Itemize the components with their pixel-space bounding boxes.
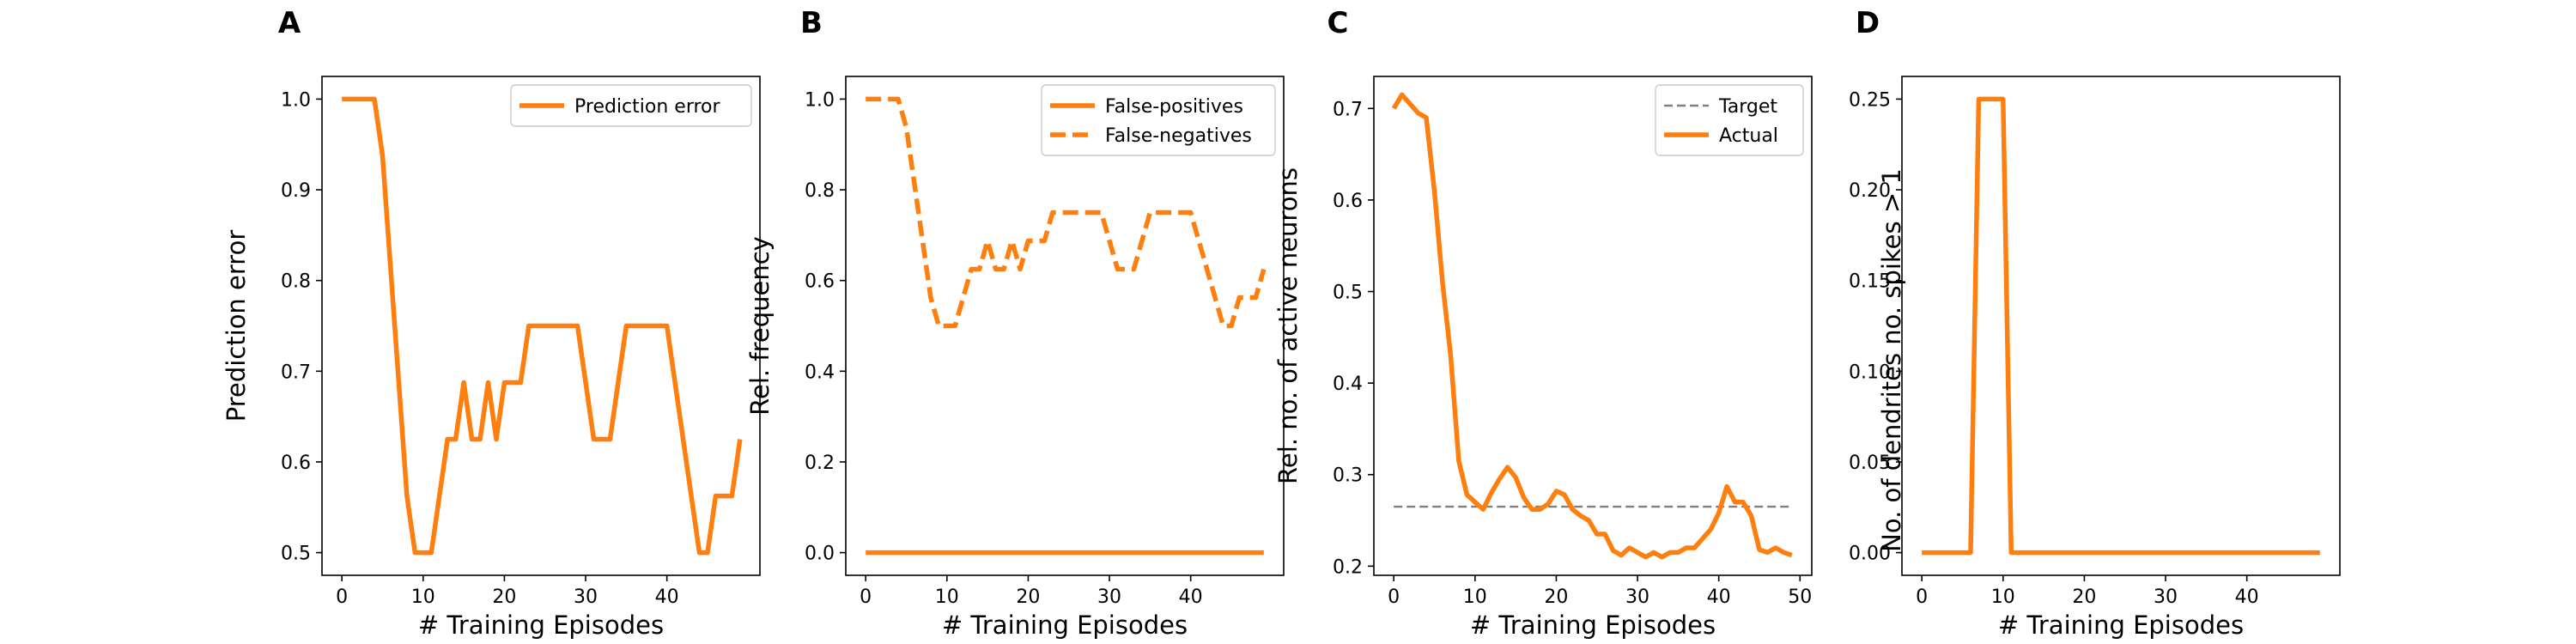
y-tick-label: 0.8 <box>805 180 835 202</box>
x-tick-label: 20 <box>492 586 516 608</box>
series-line-prediction-error <box>342 96 743 556</box>
legend-box <box>1041 84 1276 156</box>
y-tick-label: 0.0 <box>805 544 835 565</box>
x-tick-label: 0 <box>336 586 348 608</box>
legend-box <box>510 84 752 127</box>
panel-letter: B <box>800 6 823 40</box>
y-tick-label: 0.6 <box>281 453 311 474</box>
y-tick-label: 0.15 <box>1849 271 1891 293</box>
panel-a: A 0 10 20 30 40 0.5 0.6 0.7 0.8 0.9 1.0 # Training E… <box>222 6 761 640</box>
x-tick-label: 40 <box>1707 586 1731 608</box>
y-tick-label: 0.25 <box>1849 89 1891 111</box>
y-axis-label: Rel. frequency <box>745 236 775 416</box>
y-tick-label: 0.9 <box>281 180 311 202</box>
x-tick-label: 10 <box>1991 586 2015 608</box>
legend-entry-label: False-positives <box>1105 96 1243 118</box>
panel-letter: C <box>1327 6 1349 40</box>
x-tick-label: 20 <box>2072 586 2096 608</box>
x-tick-label: 30 <box>1097 586 1121 608</box>
x-tick-label: 0 <box>860 586 872 608</box>
y-tick-label: 0.4 <box>1333 374 1363 395</box>
y-tick-label: 0.6 <box>1333 191 1363 212</box>
legend: Prediction error <box>510 84 752 127</box>
legend-box <box>1655 84 1804 156</box>
y-axis-label: No. of dendrites no. spikes > 1 <box>1877 168 1906 552</box>
legend-entry-label: False-negatives <box>1105 125 1252 147</box>
y-tick-label: 0.3 <box>1333 465 1363 487</box>
x-tick-label: 10 <box>1463 586 1487 608</box>
panel-letter: A <box>278 6 301 40</box>
legend: False-positives False-negatives <box>1041 84 1276 156</box>
y-tick-label: 0.7 <box>1333 99 1363 120</box>
y-tick-label: 0.4 <box>805 361 835 383</box>
x-tick-label: 50 <box>1788 586 1812 608</box>
y-tick-label: 0.05 <box>1849 453 1891 474</box>
series-line-series-0 <box>1922 96 2320 556</box>
y-tick-label: 1.0 <box>805 89 835 111</box>
x-tick-label: 30 <box>2154 586 2178 608</box>
y-axis-label: Rel. no. of active neurons <box>1273 167 1303 484</box>
axes-frame <box>1373 76 1813 576</box>
y-tick-label: 0.8 <box>281 271 311 293</box>
y-tick-label: 0.5 <box>281 544 311 565</box>
legend-entry-label: Target <box>1718 96 1777 118</box>
y-tick-label: 1.0 <box>281 89 311 111</box>
y-tick-label: 0.2 <box>805 453 835 474</box>
x-tick-label: 20 <box>1016 586 1040 608</box>
y-tick-label: 0.10 <box>1849 361 1891 383</box>
y-tick-label: 0.6 <box>805 271 835 293</box>
x-tick-label: 30 <box>1625 586 1649 608</box>
panel-letter: D <box>1856 6 1880 40</box>
x-tick-label: 0 <box>1916 586 1928 608</box>
panel-b: B 0 10 20 30 40 0.0 0.2 0.4 0.6 0.8 1.0 # Training E… <box>745 6 1285 640</box>
x-tick-label: 20 <box>1544 586 1568 608</box>
panel-c: C 0 10 20 30 40 50 0.2 0.3 0.4 0.5 0.6 0.7 # Training… <box>1273 6 1813 640</box>
x-axis-label: # Training Episodes <box>1470 611 1716 640</box>
x-axis-label: # Training Episodes <box>1998 611 2244 640</box>
legend: Target Actual <box>1655 84 1804 156</box>
series-line-actual <box>1391 92 1793 560</box>
y-axis-label: Prediction error <box>222 230 251 422</box>
y-tick-label: 0.2 <box>1333 556 1363 578</box>
x-tick-label: 40 <box>2235 586 2259 608</box>
panel-d: D 0 10 20 30 40 0.00 0.05 0.10 0.15 0.20 0.25 # Trai… <box>1849 6 2341 640</box>
axes-frame <box>1901 76 2341 576</box>
legend-entry-label: Prediction error <box>574 96 720 118</box>
axes-frame <box>845 76 1285 576</box>
x-tick-label: 40 <box>655 586 679 608</box>
y-tick-label: 0.7 <box>281 361 311 383</box>
x-axis-label: # Training Episodes <box>942 611 1188 640</box>
x-tick-label: 10 <box>935 586 959 608</box>
y-tick-label: 0.20 <box>1849 180 1891 202</box>
series-line-false-negatives <box>866 96 1267 329</box>
axes-frame <box>321 76 761 576</box>
y-tick-label: 0.00 <box>1849 544 1891 565</box>
x-tick-label: 40 <box>1179 586 1203 608</box>
x-tick-label: 10 <box>411 586 435 608</box>
x-axis-label: # Training Episodes <box>418 611 664 640</box>
y-tick-label: 0.5 <box>1333 283 1363 304</box>
legend-entry-label: Actual <box>1719 125 1778 147</box>
x-tick-label: 30 <box>574 586 598 608</box>
x-tick-label: 0 <box>1388 586 1400 608</box>
